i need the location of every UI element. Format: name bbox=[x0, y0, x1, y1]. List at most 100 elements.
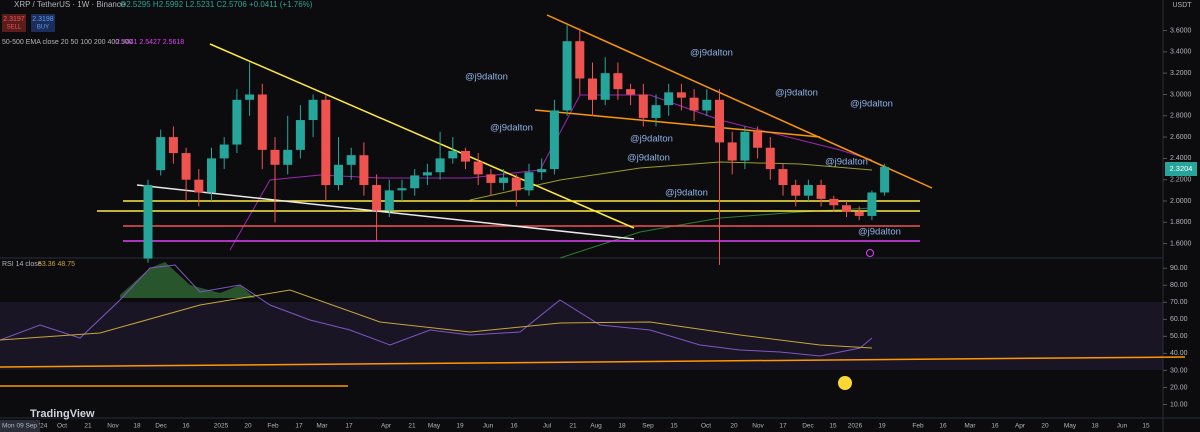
rsi-tick-label: 50.00 bbox=[1170, 333, 1188, 340]
candle-body bbox=[803, 185, 813, 196]
candle-body bbox=[435, 158, 445, 173]
price-tick-label: 2.8000 bbox=[1170, 113, 1192, 120]
watermark: @j9dalton bbox=[775, 88, 818, 99]
buy-label[interactable]: BUY bbox=[37, 25, 49, 31]
candle-body bbox=[880, 166, 890, 193]
sell-box[interactable] bbox=[2, 14, 26, 32]
candle-body bbox=[842, 205, 851, 212]
rsi-tick-label: 70.00 bbox=[1170, 299, 1188, 306]
time-label: May bbox=[428, 423, 441, 430]
trendline bbox=[546, 14, 933, 189]
time-label: Feb bbox=[912, 423, 924, 430]
rsi-overbought-fill bbox=[120, 262, 255, 298]
rsi-line bbox=[0, 264, 873, 357]
time-label: Mar bbox=[964, 423, 976, 430]
candle-body bbox=[245, 94, 255, 100]
price-tick-label: 2.6000 bbox=[1170, 134, 1192, 141]
time-label: 2026 bbox=[848, 423, 863, 430]
watermark: @j9dalton bbox=[858, 227, 901, 238]
candle-body bbox=[651, 105, 661, 118]
candle-body bbox=[194, 179, 204, 193]
candle-body bbox=[372, 185, 382, 211]
time-label: Aug bbox=[590, 423, 602, 430]
candle-body bbox=[689, 97, 699, 111]
watermark: @j9dalton bbox=[665, 188, 708, 199]
price-tick-label: 1.6000 bbox=[1170, 240, 1192, 247]
candle-body bbox=[219, 144, 229, 159]
trendline bbox=[209, 43, 635, 229]
current-price: 2.3204 bbox=[1170, 164, 1193, 173]
candle-body bbox=[562, 41, 572, 111]
time-label: 15 bbox=[1142, 423, 1150, 430]
time-label: 18 bbox=[1091, 423, 1099, 430]
time-label: Nov bbox=[752, 423, 764, 430]
watermark: @j9dalton bbox=[850, 99, 893, 110]
candle-body bbox=[867, 192, 877, 216]
candle-body bbox=[181, 153, 191, 180]
currency: USDT bbox=[1172, 2, 1192, 9]
candle-body bbox=[156, 137, 166, 171]
time-label: 20 bbox=[1041, 423, 1049, 430]
time-label: Jul bbox=[543, 423, 552, 430]
watermark: @j9dalton bbox=[630, 134, 673, 145]
candle-body bbox=[791, 185, 801, 196]
time-label: Jun bbox=[483, 423, 494, 430]
candle-body bbox=[461, 150, 470, 162]
candle-body bbox=[321, 99, 331, 186]
rsi-tick-label: 20.00 bbox=[1170, 384, 1188, 391]
rsi-values: 53.36 48.75 bbox=[38, 261, 75, 268]
price-tick-label: 3.4000 bbox=[1170, 49, 1192, 56]
time-label: Dec bbox=[802, 423, 814, 430]
ema-20 bbox=[229, 94, 873, 251]
buy-price[interactable]: 2.3198 bbox=[32, 16, 54, 23]
price-tick-label: 1.8000 bbox=[1170, 219, 1192, 226]
buy-box[interactable] bbox=[31, 14, 55, 32]
rsi-ma-line bbox=[0, 289, 873, 349]
candle-body bbox=[816, 185, 826, 199]
candle-body bbox=[397, 188, 407, 191]
watermark: @j9dalton bbox=[690, 48, 733, 59]
time-label: 21 bbox=[569, 423, 577, 430]
alert-icon bbox=[866, 249, 874, 257]
time-label: 16 bbox=[182, 423, 190, 430]
candle-body bbox=[143, 185, 153, 259]
rsi-tick-label: 30.00 bbox=[1170, 367, 1188, 374]
ema-label: 50-500 EMA close 20 50 100 200 400 500 bbox=[2, 39, 133, 46]
time-label: 16 bbox=[510, 423, 518, 430]
rsi-label: RSI 14 close bbox=[2, 261, 42, 268]
time-label: 19 bbox=[456, 423, 464, 430]
emoji-icon bbox=[838, 376, 852, 390]
sell-label[interactable]: SELL bbox=[7, 25, 22, 31]
candle-body bbox=[537, 169, 547, 173]
cursor-date: Mon 09 Sep '24 bbox=[2, 423, 48, 430]
trendline bbox=[136, 184, 635, 240]
candle-body bbox=[753, 131, 763, 148]
candle-body bbox=[829, 198, 839, 206]
rsi-tick-label: 10.00 bbox=[1170, 401, 1188, 408]
time-label: Jun bbox=[1117, 423, 1128, 430]
time-label: 20 bbox=[730, 423, 738, 430]
candle-body bbox=[359, 155, 369, 186]
candle-body bbox=[511, 177, 521, 191]
sell-price[interactable]: 2.3197 bbox=[3, 16, 25, 23]
time-label: Feb bbox=[267, 423, 279, 430]
watermark: @j9dalton bbox=[627, 153, 670, 164]
candle-body bbox=[448, 150, 458, 159]
candle-body bbox=[232, 99, 242, 145]
price-tick-label: 3.6000 bbox=[1170, 27, 1192, 34]
candle-body bbox=[295, 120, 305, 150]
time-label: 16 bbox=[939, 423, 947, 430]
candle-body bbox=[207, 158, 216, 193]
time-label: Nov bbox=[107, 423, 119, 430]
price-tick-label: 2.0000 bbox=[1170, 198, 1192, 205]
candle-body bbox=[486, 174, 496, 183]
time-label: 17 bbox=[295, 423, 303, 430]
candle-body bbox=[638, 94, 648, 118]
date-cursor bbox=[0, 420, 40, 432]
candle-body bbox=[575, 41, 585, 79]
price-tick-label: 2.4000 bbox=[1170, 155, 1192, 162]
candle-body bbox=[854, 211, 864, 216]
time-label: 21 bbox=[408, 423, 416, 430]
rsi-tick-label: 80.00 bbox=[1170, 282, 1188, 289]
